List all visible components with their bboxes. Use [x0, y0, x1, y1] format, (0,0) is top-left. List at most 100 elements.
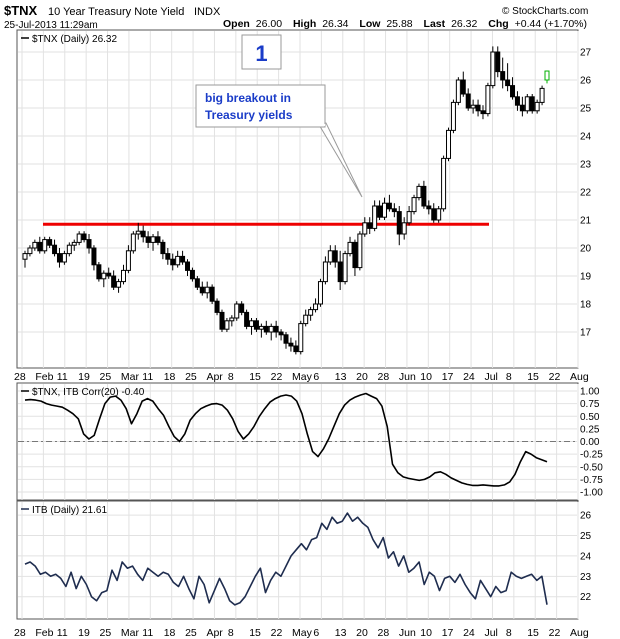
exchange-label: INDX [194, 6, 221, 18]
candle-body [337, 261, 343, 283]
copyright-label: © StockCharts.com [502, 6, 588, 17]
candle-body [421, 185, 427, 207]
x-tick-label: 22 [271, 627, 283, 639]
x-tick-label: Mar [121, 371, 140, 383]
x-tick-label: 24 [463, 371, 475, 383]
candle-body [244, 311, 250, 327]
candle-body [165, 253, 171, 260]
candle-body [293, 345, 299, 353]
callout-text-line1: big breakout in [205, 91, 291, 105]
candle-body [396, 211, 402, 235]
candle-body [150, 236, 156, 243]
x-tick-label: 25 [185, 627, 197, 639]
candle-body [170, 258, 176, 266]
x-tick-label: 22 [549, 627, 561, 639]
candle-body [239, 303, 245, 313]
x-tick-label: 24 [463, 627, 475, 639]
y-tick-label: 22 [580, 592, 592, 603]
symbol-name: 10 Year Treasury Note Yield [48, 6, 184, 18]
candle-body [308, 309, 314, 316]
candle-body [455, 79, 461, 103]
candle-body [372, 205, 378, 229]
candle-body [160, 241, 166, 255]
x-tick-label: 28 [14, 627, 26, 639]
tnx-legend: $TNX (Daily) 26.32 [32, 34, 117, 45]
x-tick-label: 13 [335, 627, 347, 639]
callout-box [195, 84, 326, 128]
candle-body [357, 233, 363, 269]
x-tick-label: 28 [378, 371, 390, 383]
y-tick-label: 21 [580, 216, 592, 227]
y-tick-label: -1.00 [580, 488, 603, 499]
candle-body [416, 185, 422, 199]
candle-body [332, 250, 338, 263]
candle-body [224, 320, 230, 330]
y-tick-label: 0.50 [580, 412, 600, 423]
candle-body [249, 320, 255, 327]
x-tick-label: 11 [57, 371, 68, 383]
y-tick-label: 26 [580, 511, 592, 522]
x-tick-label: Apr [206, 627, 223, 639]
candle-body [268, 325, 274, 333]
candle-body [22, 253, 28, 260]
y-tick-label: 20 [580, 244, 592, 255]
candle-body [391, 208, 397, 213]
y-tick-label: 22 [580, 188, 592, 199]
candle-body [514, 96, 520, 106]
date-label: 25-Jul-2013 11:29am [4, 20, 98, 31]
candle-body [185, 261, 191, 271]
x-tick-label: 15 [249, 371, 261, 383]
candle-body [490, 51, 496, 87]
candle-body [367, 222, 373, 229]
candle-body [273, 325, 279, 333]
candle-body [214, 300, 220, 313]
high-label: High [293, 18, 316, 30]
candle-body [352, 241, 358, 269]
candle-body [199, 286, 205, 294]
x-tick-label: 28 [14, 371, 26, 383]
candle-body [219, 311, 225, 330]
candle-body [347, 241, 353, 255]
candle-body [32, 241, 38, 249]
x-tick-label: 19 [78, 627, 90, 639]
x-tick-label: 15 [527, 627, 539, 639]
x-tick-label: Jun [399, 627, 416, 639]
candle-body [534, 101, 540, 112]
candle-body [480, 110, 486, 115]
candle-body [204, 286, 210, 294]
candle-body [229, 317, 235, 322]
chg-label: Chg [488, 18, 508, 30]
candle-body [81, 233, 87, 241]
y-tick-label: 18 [580, 300, 592, 311]
x-tick-label: 6 [313, 627, 319, 639]
candle-body [377, 205, 383, 218]
itb-panel [16, 500, 579, 620]
candle-body [101, 272, 107, 280]
x-tick-label: Aug [570, 627, 589, 639]
candle-body [42, 239, 48, 252]
x-tick-label: 17 [442, 371, 454, 383]
candle-body [76, 233, 82, 243]
candle-body [529, 96, 535, 112]
x-tick-label: Jul [484, 627, 497, 639]
x-tick-label: 8 [506, 371, 512, 383]
candle-body [96, 264, 102, 280]
y-tick-label: 17 [580, 328, 592, 339]
x-tick-label: 22 [271, 371, 283, 383]
candle-body [86, 239, 92, 249]
x-tick-label: 8 [506, 627, 512, 639]
candle-body [258, 325, 264, 330]
y-tick-label: 23 [580, 572, 592, 583]
x-tick-label: Jul [484, 371, 497, 383]
x-tick-label: 25 [100, 371, 112, 383]
candle-body [436, 208, 442, 221]
annotation-number-box [241, 34, 282, 70]
x-tick-label: 10 [420, 371, 432, 383]
candle-body [519, 104, 525, 112]
annotation-number: 1 [255, 41, 267, 66]
candle-body [116, 281, 122, 288]
last-value: 26.32 [451, 18, 477, 30]
x-tick-label: 20 [356, 371, 368, 383]
corr-legend: $TNX, ITB Corr(20) -0.40 [32, 387, 145, 398]
candle-body [234, 303, 240, 319]
